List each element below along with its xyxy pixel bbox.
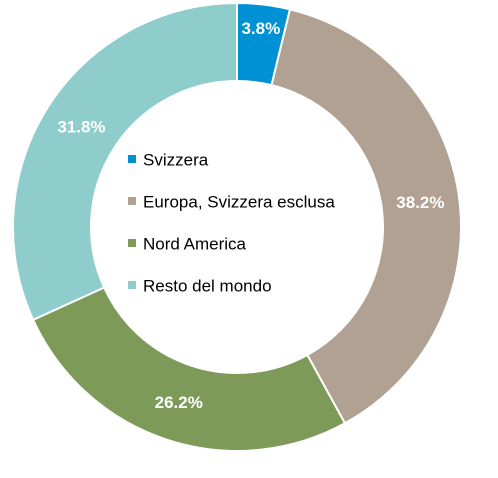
chart-data-labels: 3.8% 38.2% 26.2% 31.8% (57, 19, 444, 412)
legend-label-nord-america: Nord America (143, 235, 247, 254)
data-label-svizzera: 3.8% (241, 19, 280, 38)
data-label-europa-svizzera-esclusa: 38.2% (396, 193, 444, 212)
data-label-resto-del-mondo: 31.8% (57, 117, 105, 136)
chart-slices (12, 1, 462, 452)
legend-swatch-nord-america (128, 239, 136, 247)
slice-resto-del-mondo (12, 1, 238, 322)
legend-label-europa-svizzera-esclusa: Europa, Svizzera esclusa (143, 193, 335, 212)
legend-swatch-resto-del-mondo (128, 281, 136, 289)
legend-label-resto-del-mondo: Resto del mondo (143, 277, 272, 296)
data-label-nord-america: 26.2% (155, 393, 203, 412)
legend-label-svizzera: Svizzera (143, 151, 209, 170)
slice-nord-america (31, 286, 347, 452)
legend-swatch-svizzera (128, 155, 136, 163)
legend-swatch-europa-svizzera-esclusa (128, 197, 136, 205)
slice-europa-svizzera-esclusa (270, 8, 462, 425)
chart-legend: Svizzera Europa, Svizzera esclusa Nord Ame… (128, 151, 335, 296)
